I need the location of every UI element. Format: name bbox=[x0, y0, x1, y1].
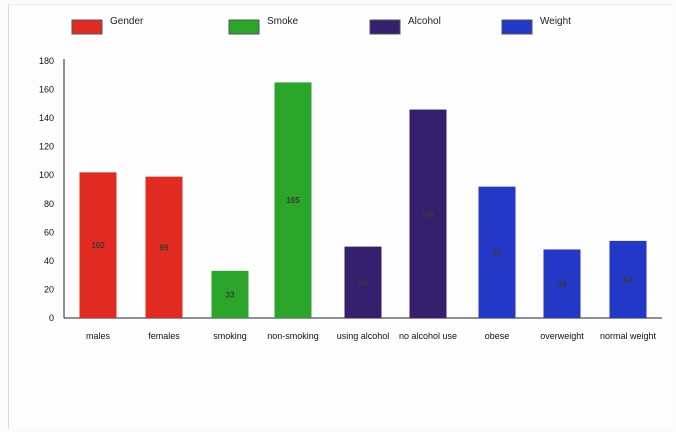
chart-frame bbox=[8, 4, 673, 429]
bar-females bbox=[145, 176, 183, 318]
data-label-smoking: 33 bbox=[226, 290, 235, 299]
data-label-obese: 92 bbox=[493, 248, 502, 257]
bar-males bbox=[79, 172, 117, 318]
legend-swatch-weight bbox=[501, 19, 533, 35]
y-tick-label-80: 80 bbox=[44, 199, 54, 209]
data-label-no-alcohol-use: 146 bbox=[421, 210, 435, 219]
bar-non-smoking bbox=[274, 82, 312, 319]
legend-swatch-smoke bbox=[228, 19, 260, 35]
y-tick-label-100: 100 bbox=[39, 170, 54, 180]
x-tick-label-no-alcohol-use: no alcohol use bbox=[399, 331, 457, 341]
y-tick-label-140: 140 bbox=[39, 113, 54, 123]
legend-label-smoke: Smoke bbox=[267, 16, 299, 27]
bar-overweight bbox=[543, 249, 581, 318]
x-tick-label-using-alcohol: using alcohol bbox=[337, 331, 390, 341]
bar-smoking bbox=[211, 270, 249, 318]
bar-using-alcohol bbox=[344, 246, 382, 318]
x-tick-label-overweight: overweight bbox=[540, 331, 584, 341]
bar-normal-weight bbox=[609, 240, 647, 318]
legend-label-alcohol: Alcohol bbox=[408, 16, 441, 27]
y-tick-label-180: 180 bbox=[39, 56, 54, 66]
data-label-using-alcohol: 50 bbox=[359, 278, 368, 287]
y-tick-label-40: 40 bbox=[44, 256, 54, 266]
x-tick-label-males: males bbox=[86, 331, 111, 341]
legend-swatch-alcohol bbox=[369, 19, 401, 35]
legend-swatch-gender bbox=[71, 19, 103, 35]
x-tick-label-obese: obese bbox=[485, 331, 510, 341]
data-label-males: 102 bbox=[91, 241, 105, 250]
y-tick-label-60: 60 bbox=[44, 227, 54, 237]
data-label-overweight: 48 bbox=[558, 280, 567, 289]
data-label-females: 99 bbox=[160, 243, 169, 252]
x-tick-label-smoking: smoking bbox=[213, 331, 247, 341]
data-label-normal-weight: 54 bbox=[624, 275, 633, 284]
data-label-non-smoking: 165 bbox=[286, 196, 300, 205]
y-tick-label-120: 120 bbox=[39, 142, 54, 152]
x-tick-label-non-smoking: non-smoking bbox=[267, 331, 319, 341]
legend-label-weight: Weight bbox=[540, 16, 571, 27]
legend-label-gender: Gender bbox=[110, 16, 144, 27]
y-tick-label-0: 0 bbox=[49, 313, 54, 323]
x-tick-label-females: females bbox=[148, 331, 180, 341]
y-tick-label-20: 20 bbox=[44, 284, 54, 294]
y-tick-label-160: 160 bbox=[39, 85, 54, 95]
bar-obese bbox=[478, 186, 516, 318]
x-tick-label-normal-weight: normal weight bbox=[600, 331, 657, 341]
bar-no-alcohol-use bbox=[409, 109, 447, 319]
